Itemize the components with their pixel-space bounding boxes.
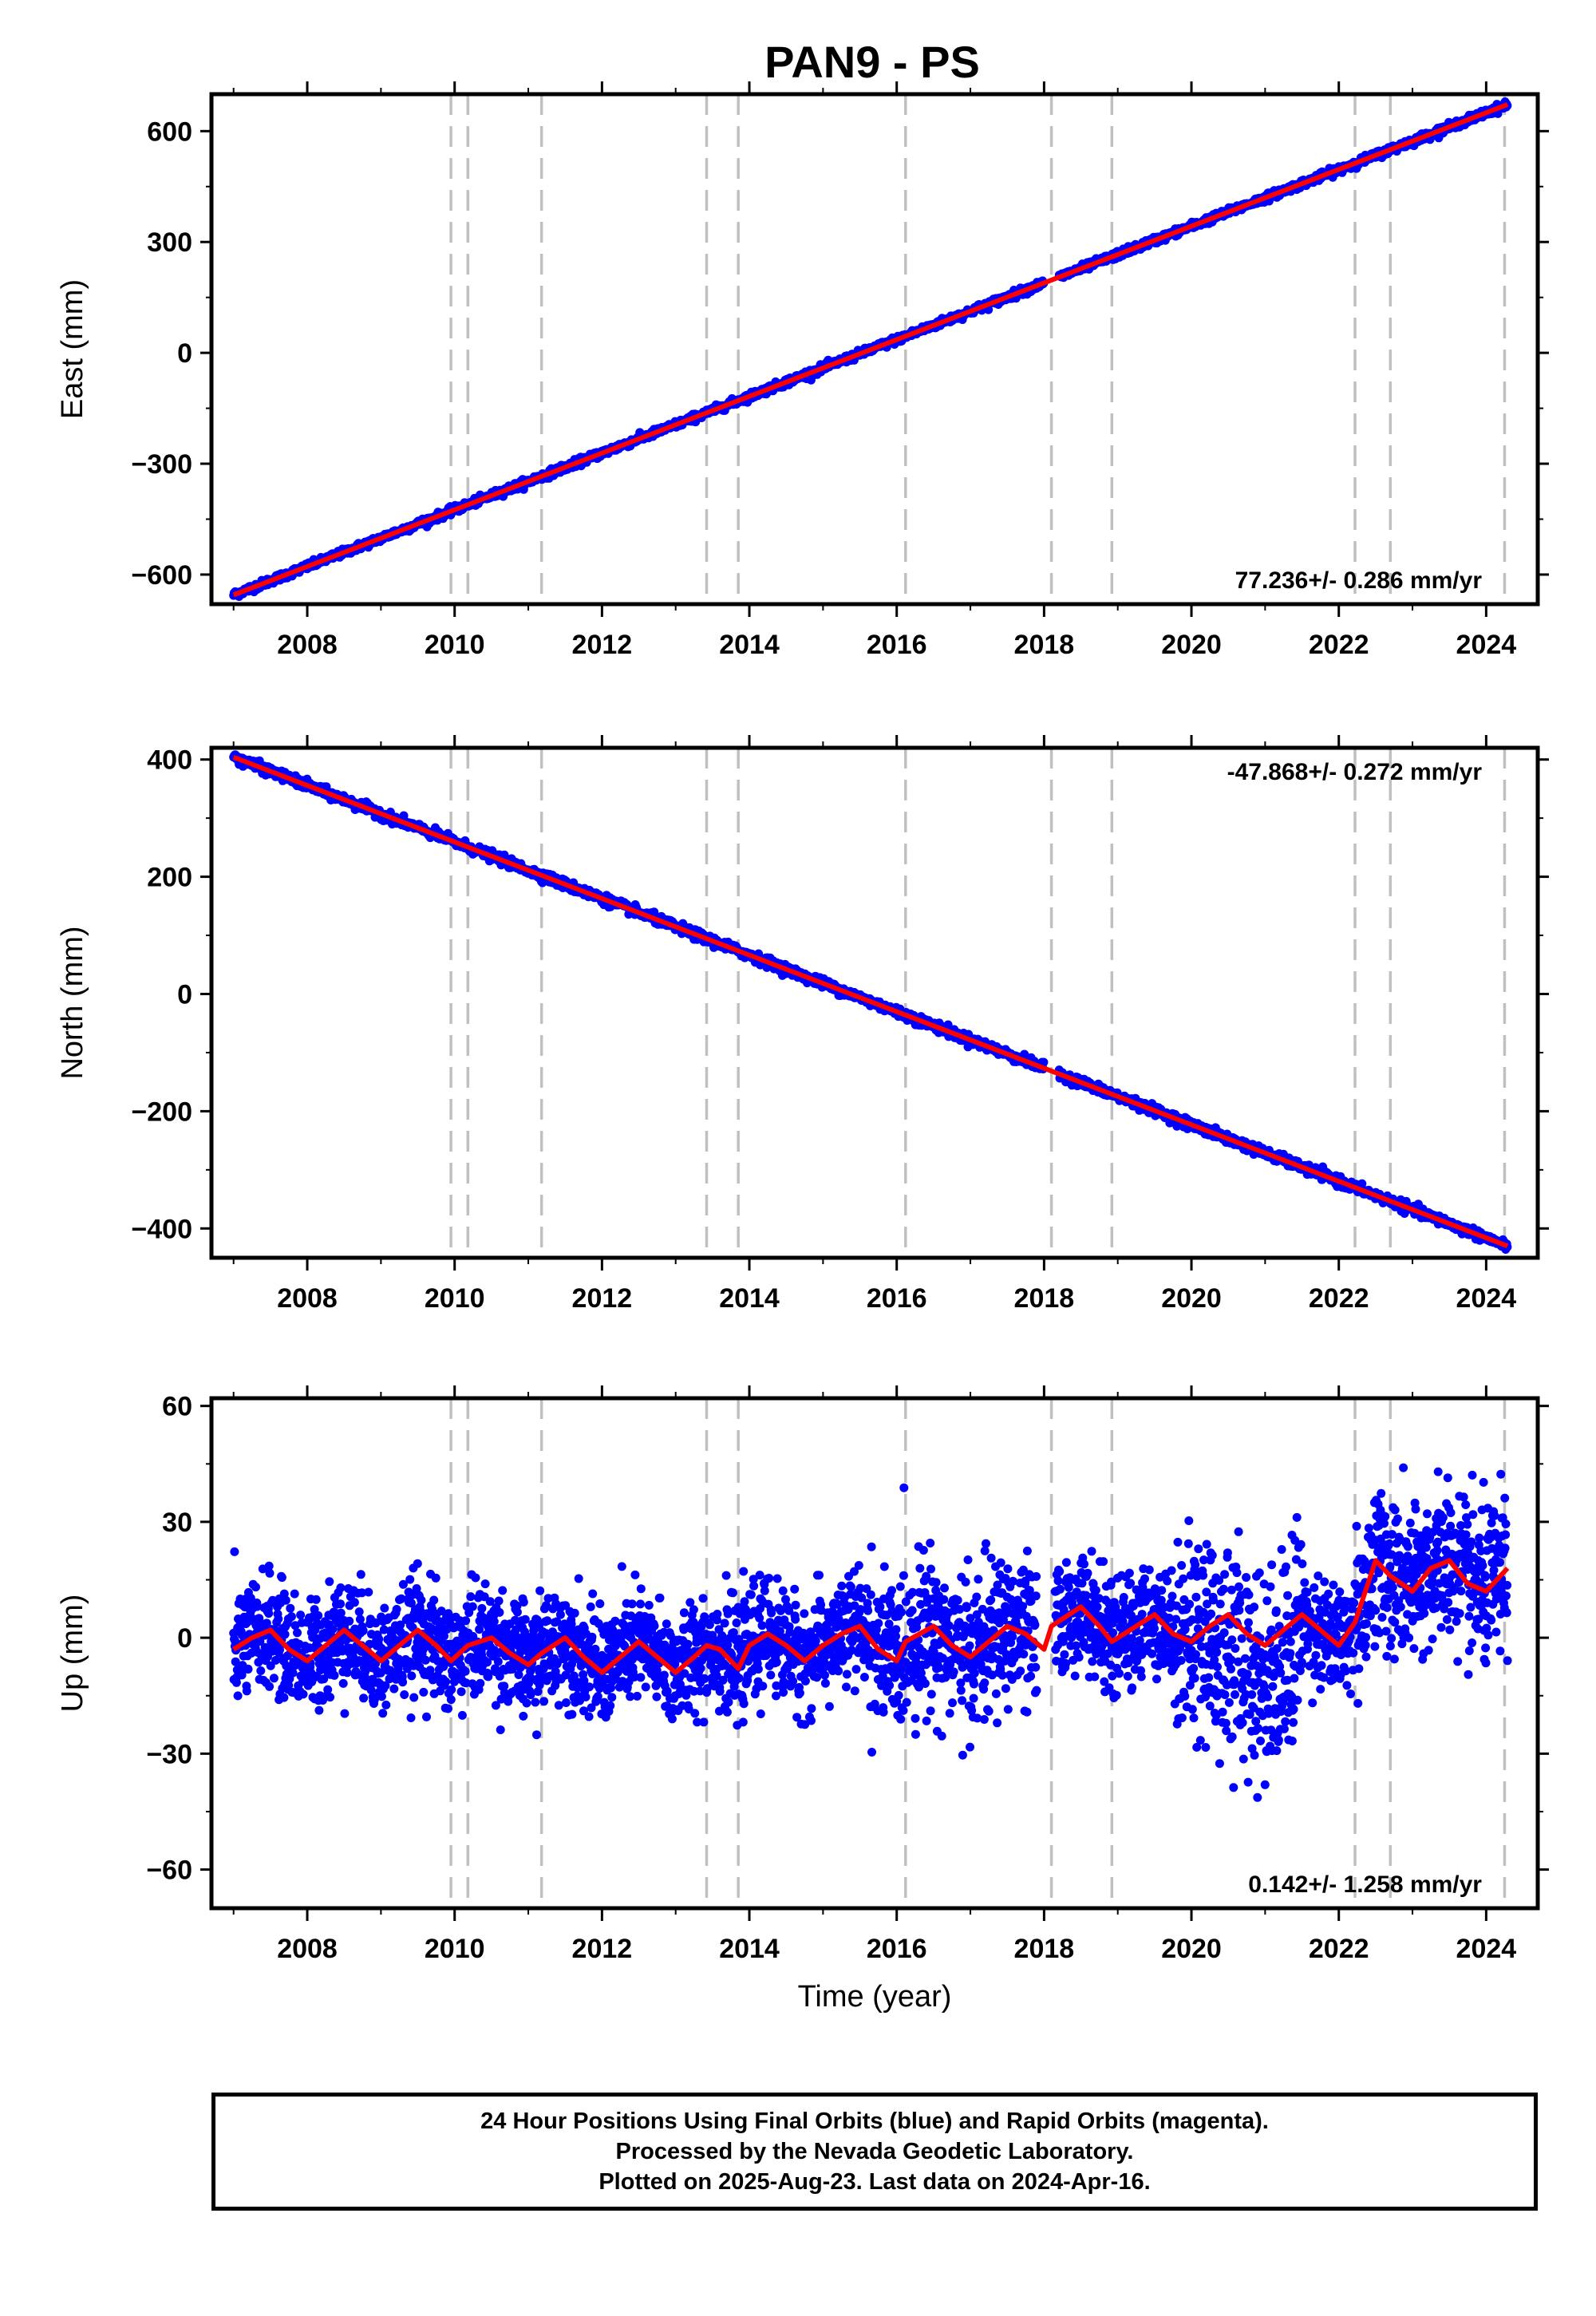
- y-tick-label: 200: [147, 863, 192, 893]
- data-point: [255, 1637, 265, 1646]
- x-tick-label: 2022: [1309, 630, 1369, 660]
- panel-north: −400 −200 0 200 400 2008 2010 2012 2014 2016 2018 2…: [56, 735, 1549, 1314]
- data-point: [281, 1595, 290, 1605]
- data-point: [279, 1693, 289, 1702]
- x-tick-label: 2012: [572, 1283, 633, 1314]
- x-tick-label: 2010: [425, 630, 485, 660]
- y-tick-label: 400: [147, 745, 192, 776]
- data-point: [264, 1609, 274, 1618]
- x-tick-label: 2020: [1161, 630, 1222, 660]
- x-tick-label: 2024: [1456, 630, 1517, 660]
- x-tick-label: 2010: [425, 1283, 485, 1314]
- data-point: [254, 1658, 263, 1667]
- y-tick-label: −300: [131, 449, 192, 480]
- data-point: [256, 1666, 266, 1675]
- plot-frame: [209, 745, 1540, 1260]
- y-tick-label: −400: [131, 1214, 192, 1244]
- data-point: [286, 1603, 295, 1613]
- data-point: [1020, 1049, 1029, 1059]
- data-point: [288, 1668, 298, 1678]
- x-tick-label: 2018: [1014, 1283, 1075, 1314]
- data-point: [1039, 1057, 1049, 1067]
- data-point: [251, 1583, 260, 1592]
- data-point: [233, 1691, 243, 1701]
- y-tick-label: 600: [147, 117, 192, 147]
- y-tick-label: −600: [131, 560, 192, 591]
- x-tick-label: 2020: [1161, 1283, 1222, 1314]
- data-point: [242, 1686, 251, 1696]
- data-point: [252, 1602, 262, 1611]
- data-point: [290, 1621, 300, 1630]
- x-tick-label: 2014: [719, 1283, 780, 1314]
- data-point: [231, 1657, 240, 1666]
- chart-title: PAN9 - PS: [764, 37, 980, 87]
- data-point: [230, 1547, 239, 1556]
- plot-frame: [209, 92, 1540, 607]
- data-point: [286, 1612, 296, 1622]
- panel-east: −600 −300 0 300 600 2008 2010 2012 2014 2016 2018 2…: [56, 81, 1549, 660]
- data-point: [265, 1682, 275, 1691]
- data-point: [269, 1674, 279, 1683]
- x-tick-label: 2024: [1456, 1283, 1517, 1314]
- x-tick-label: 2014: [719, 630, 780, 660]
- x-tick-label: 2012: [572, 630, 633, 660]
- y-axis-label: North (mm): [56, 926, 89, 1079]
- rate-label: 77.236+/- 0.286 mm/yr: [1235, 567, 1483, 594]
- plot-area: [229, 748, 1512, 1258]
- x-tick-label: 2008: [277, 630, 338, 660]
- y-tick-label: 0: [177, 338, 192, 369]
- x-tick-label: 2022: [1309, 1283, 1369, 1314]
- x-tick-label: 2008: [277, 1283, 338, 1314]
- data-point: [265, 1568, 275, 1578]
- model-line: [232, 102, 1509, 598]
- y-tick-label: 0: [177, 979, 192, 1010]
- data-point: [243, 1665, 253, 1674]
- data-point: [262, 1618, 271, 1628]
- data-point: [277, 1573, 286, 1583]
- y-tick-label: −200: [131, 1097, 192, 1127]
- data-point: [274, 1614, 283, 1623]
- y-tick-label: 300: [147, 227, 192, 258]
- y-axis-label: East (mm): [56, 279, 89, 419]
- data-point: [264, 1561, 274, 1571]
- x-tick-label: 2016: [867, 630, 927, 660]
- model-line: [232, 754, 1509, 1249]
- data-point: [290, 1589, 299, 1599]
- x-tick-label: 2016: [867, 1283, 927, 1314]
- rate-label: -47.868+/- 0.272 mm/yr: [1227, 759, 1483, 785]
- x-tick-label: 2018: [1014, 630, 1075, 660]
- plot-area: [229, 1398, 1512, 1908]
- plot-area: [229, 94, 1512, 604]
- data-point: [271, 1655, 280, 1665]
- data-point: [280, 1630, 290, 1639]
- data-point: [284, 1681, 294, 1690]
- panels: −600 −300 0 300 600 2008 2010 2012 2014 2016 2018 2…: [56, 81, 1549, 2014]
